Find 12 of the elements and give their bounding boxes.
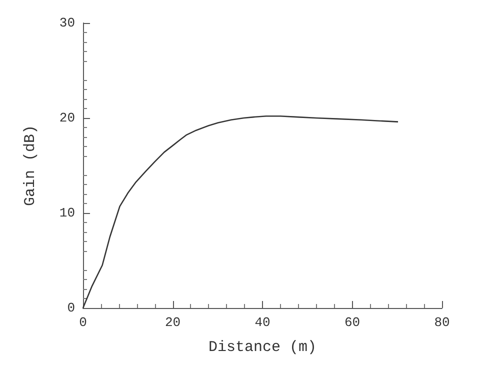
y-axis-title: Gain (dB) [22, 124, 39, 206]
line-series [82, 115, 399, 309]
x-tick-label: 20 [164, 315, 181, 330]
x-tick-label: 60 [344, 315, 360, 330]
x-tick-label: 40 [254, 315, 270, 330]
y-tick-label: 0 [67, 300, 75, 316]
y-tick-label: 30 [59, 16, 75, 30]
x-tick-label: 80 [434, 315, 450, 330]
x-tick-label: 0 [79, 315, 87, 330]
y-tick-label: 10 [59, 206, 75, 220]
y-tick-label: 20 [59, 110, 75, 126]
x-axis-title: Distance (m) [208, 339, 317, 356]
